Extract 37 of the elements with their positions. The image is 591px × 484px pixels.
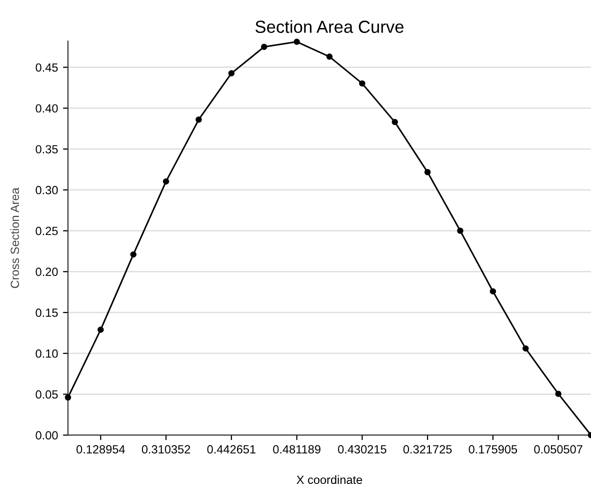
- x-tick-label: 0.442651: [207, 445, 256, 454]
- x-tick-label: 0.310352: [142, 445, 190, 454]
- point: [130, 251, 136, 258]
- point: [424, 169, 431, 176]
- y-tick-label: 0.10: [36, 349, 58, 358]
- point: [162, 178, 170, 185]
- y-tick-label: 0.15: [36, 308, 58, 317]
- point: [457, 228, 464, 234]
- y-tick-label: 0.30: [36, 186, 58, 194]
- point: [522, 345, 529, 352]
- x-tick-label: 0.481189: [273, 445, 320, 454]
- point: [359, 80, 366, 87]
- chart-title: Section Area Curve: [255, 20, 404, 33]
- point: [196, 116, 202, 123]
- y-axis-title: Cross Section Area: [10, 188, 20, 288]
- point: [228, 70, 235, 76]
- y-tick-label: 0.00: [36, 431, 58, 440]
- x-tick-label: 0.321725: [403, 445, 452, 454]
- y-tick-label: 0.40: [36, 104, 58, 113]
- y-tick-label: 0.25: [36, 226, 58, 236]
- y-tick-label: 0.35: [36, 145, 58, 154]
- y-tick-label: 0.05: [36, 390, 58, 399]
- x-tick-label: 0.050507: [534, 445, 582, 454]
- x-tick-label: 0.175905: [468, 445, 518, 454]
- point: [98, 326, 104, 333]
- x-tick-label: 0.128954: [76, 445, 125, 454]
- point: [392, 118, 398, 126]
- y-tick-label: 0.20: [36, 268, 58, 276]
- point: [294, 38, 300, 45]
- point: [555, 390, 562, 397]
- point: [490, 288, 496, 294]
- point: [260, 44, 268, 50]
- point: [326, 54, 333, 60]
- point: [64, 394, 72, 401]
- x-tick-label: 0.430215: [338, 445, 386, 454]
- x-axis-title: X coordinate: [296, 475, 362, 484]
- y-tick-label: 0.45: [36, 63, 58, 72]
